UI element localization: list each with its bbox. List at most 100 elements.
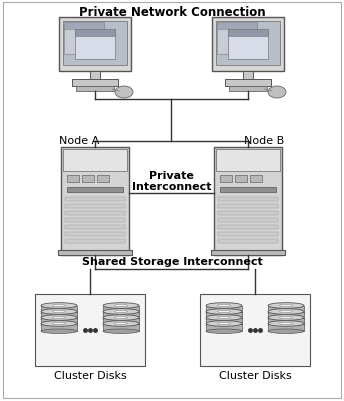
Ellipse shape [41, 317, 77, 322]
Bar [63, 150, 127, 172]
Ellipse shape [280, 310, 292, 313]
Bar [250, 176, 262, 182]
Text: Cluster Disks: Cluster Disks [219, 370, 291, 380]
Bar [97, 176, 109, 182]
Bar [65, 211, 125, 215]
Bar [218, 211, 278, 215]
Ellipse shape [41, 323, 77, 328]
Ellipse shape [217, 316, 230, 319]
Ellipse shape [268, 303, 304, 308]
Bar [67, 188, 123, 192]
Bar [65, 233, 125, 237]
Bar [217, 23, 257, 30]
Ellipse shape [103, 303, 139, 308]
Bar [228, 30, 268, 37]
Bar [211, 250, 285, 255]
Bar [268, 318, 304, 325]
Bar [220, 188, 276, 192]
Bar [41, 306, 77, 314]
Ellipse shape [268, 309, 304, 314]
Text: Shared Storage Interconnect: Shared Storage Interconnect [82, 256, 262, 266]
Bar [216, 22, 280, 66]
Ellipse shape [280, 304, 292, 307]
Bar [63, 22, 127, 66]
Ellipse shape [53, 316, 65, 319]
Bar [67, 176, 79, 182]
Ellipse shape [41, 321, 77, 326]
Ellipse shape [41, 311, 77, 316]
Bar [206, 312, 242, 320]
Ellipse shape [103, 321, 139, 326]
Ellipse shape [41, 303, 77, 308]
Ellipse shape [217, 322, 230, 325]
Ellipse shape [206, 323, 242, 328]
Ellipse shape [115, 316, 128, 319]
Ellipse shape [206, 329, 242, 334]
Ellipse shape [103, 329, 139, 334]
Ellipse shape [280, 316, 292, 319]
Ellipse shape [206, 309, 242, 314]
Ellipse shape [268, 87, 286, 99]
Bar [217, 23, 257, 55]
Ellipse shape [206, 317, 242, 322]
Ellipse shape [206, 321, 242, 326]
Ellipse shape [115, 322, 128, 325]
Bar [235, 176, 247, 182]
Bar [218, 198, 278, 201]
Ellipse shape [53, 322, 65, 325]
Bar [65, 198, 125, 201]
Ellipse shape [268, 315, 304, 320]
Ellipse shape [41, 315, 77, 320]
Ellipse shape [268, 323, 304, 328]
Bar [218, 239, 278, 243]
Bar [200, 294, 310, 366]
Bar [41, 324, 77, 331]
Bar [268, 306, 304, 314]
Bar [214, 148, 282, 255]
Ellipse shape [103, 311, 139, 316]
Bar [35, 294, 145, 366]
Ellipse shape [103, 323, 139, 328]
Bar [103, 318, 139, 325]
Bar [65, 239, 125, 243]
Text: Node A: Node A [59, 136, 99, 146]
Bar [218, 233, 278, 237]
Bar [218, 205, 278, 209]
Ellipse shape [217, 304, 230, 307]
Ellipse shape [103, 309, 139, 314]
Ellipse shape [103, 315, 139, 320]
Bar [103, 312, 139, 320]
Ellipse shape [268, 321, 304, 326]
Bar [229, 87, 267, 92]
Bar [61, 148, 129, 255]
Bar [41, 318, 77, 325]
Bar [103, 324, 139, 331]
Bar [58, 250, 132, 255]
Bar [65, 219, 125, 223]
Ellipse shape [268, 329, 304, 334]
Ellipse shape [217, 310, 230, 313]
Bar [59, 18, 131, 72]
Ellipse shape [41, 329, 77, 334]
Bar [65, 225, 125, 229]
Ellipse shape [206, 311, 242, 316]
Ellipse shape [280, 322, 292, 325]
Text: Node B: Node B [244, 136, 284, 146]
Bar [103, 306, 139, 314]
Bar [90, 72, 100, 80]
Ellipse shape [206, 303, 242, 308]
Text: Cluster Disks: Cluster Disks [54, 370, 126, 380]
Ellipse shape [103, 317, 139, 322]
Bar [65, 205, 125, 209]
Bar [268, 324, 304, 331]
Bar [216, 150, 280, 172]
Bar [64, 23, 104, 30]
Bar [228, 30, 268, 60]
Bar [206, 318, 242, 325]
Ellipse shape [115, 87, 133, 99]
Bar [41, 312, 77, 320]
Bar [243, 72, 253, 80]
Ellipse shape [268, 317, 304, 322]
Bar [64, 23, 104, 55]
Bar [206, 324, 242, 331]
